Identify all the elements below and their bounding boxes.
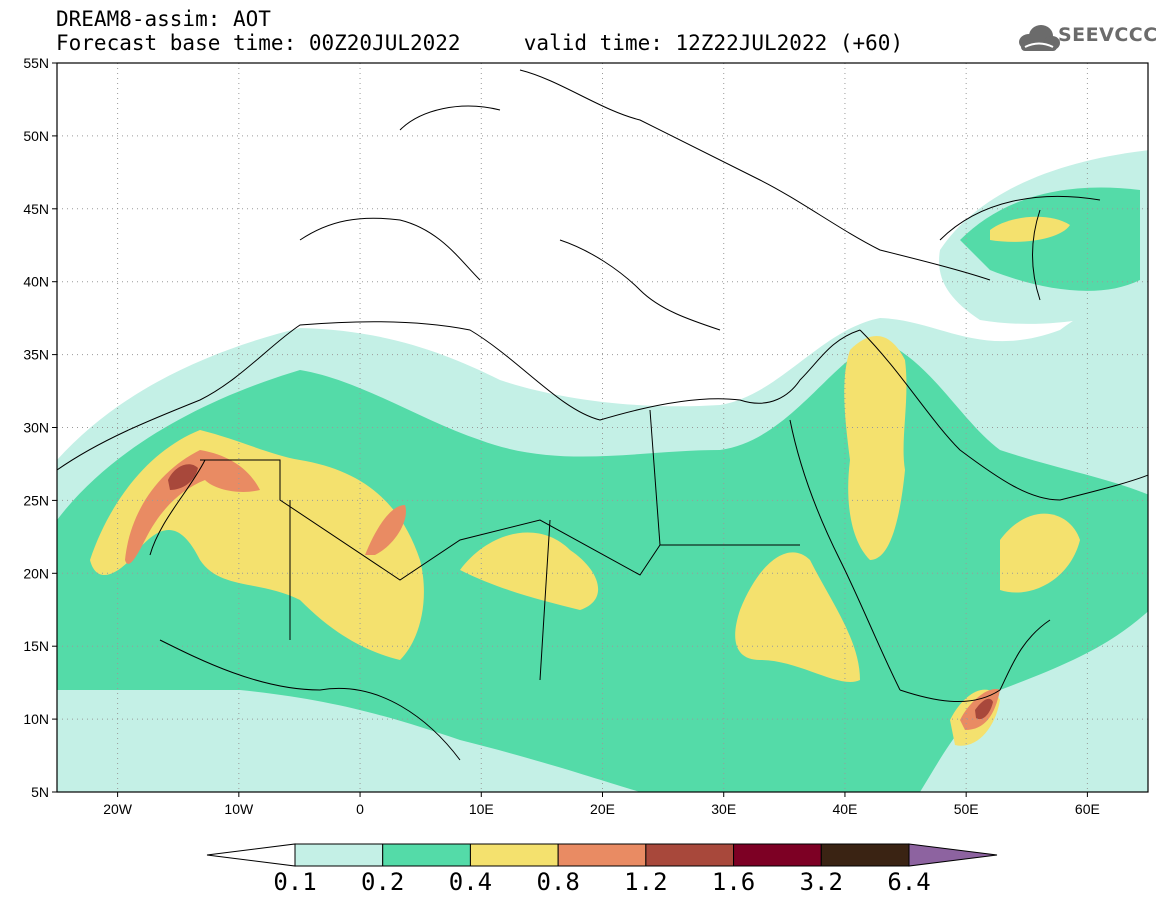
colorbar-label: 0.2 bbox=[361, 868, 405, 896]
lon-tick-label: 0 bbox=[356, 801, 364, 817]
lon-axis: 20W 10W 0 10E 20E 30E 40E 50E 60E bbox=[103, 792, 1100, 817]
colorbar-swatch bbox=[557, 843, 647, 867]
coastlines bbox=[57, 69, 1148, 761]
cloud-icon bbox=[1019, 25, 1060, 51]
chart-title: DREAM8-assim: AOT bbox=[56, 7, 271, 31]
colorbar-label: 0.4 bbox=[448, 868, 493, 896]
lat-tick-label: 35N bbox=[23, 347, 49, 363]
lon-tick-label: 20E bbox=[590, 801, 615, 817]
lat-axis: 55N 50N 45N 40N 35N 30N 25N 20N 15N 10N 5N bbox=[23, 55, 57, 800]
lon-tick-label: 60E bbox=[1075, 801, 1100, 817]
lat-tick-label: 10N bbox=[23, 711, 49, 727]
colorbar-swatch bbox=[469, 843, 559, 867]
lat-tick-label: 50N bbox=[23, 128, 49, 144]
colorbar-swatch bbox=[820, 843, 910, 867]
aot-field bbox=[57, 150, 1148, 792]
colorbar-label: 3.2 bbox=[799, 868, 843, 896]
lon-tick-label: 30E bbox=[711, 801, 736, 817]
colorbar-label: 0.8 bbox=[536, 868, 580, 896]
graticule bbox=[57, 63, 1148, 792]
colorbar-max-arrow bbox=[908, 843, 998, 867]
lat-tick-label: 40N bbox=[23, 274, 49, 290]
colorbar-swatch bbox=[382, 843, 471, 867]
colorbar-label: 1.6 bbox=[711, 868, 756, 896]
lon-tick-label: 20W bbox=[103, 801, 133, 817]
colorbar-label: 1.2 bbox=[624, 868, 668, 896]
lat-tick-label: 30N bbox=[23, 420, 49, 436]
lon-tick-label: 50E bbox=[954, 801, 979, 817]
lat-tick-label: 45N bbox=[23, 201, 49, 217]
lat-tick-label: 20N bbox=[23, 565, 49, 581]
logo-text: SEEVCCC bbox=[1058, 24, 1158, 46]
lat-tick-label: 5N bbox=[31, 784, 49, 800]
colorbar-label: 6.4 bbox=[887, 868, 931, 896]
lon-tick-label: 10E bbox=[469, 801, 494, 817]
colorbar-swatch bbox=[294, 843, 384, 867]
lat-tick-label: 25N bbox=[23, 492, 49, 508]
lon-tick-label: 10W bbox=[224, 801, 254, 817]
colorbar-swatch bbox=[733, 843, 822, 867]
lon-tick-label: 40E bbox=[832, 801, 857, 817]
colorbar-min-arrow bbox=[206, 843, 296, 867]
colorbar-label: 0.1 bbox=[273, 868, 317, 896]
chart-subtitle: Forecast base time: 00Z20JUL2022 valid t… bbox=[56, 31, 904, 55]
colorbar-swatch bbox=[645, 843, 735, 867]
lat-tick-label: 15N bbox=[23, 638, 49, 654]
lat-tick-label: 55N bbox=[23, 55, 49, 71]
